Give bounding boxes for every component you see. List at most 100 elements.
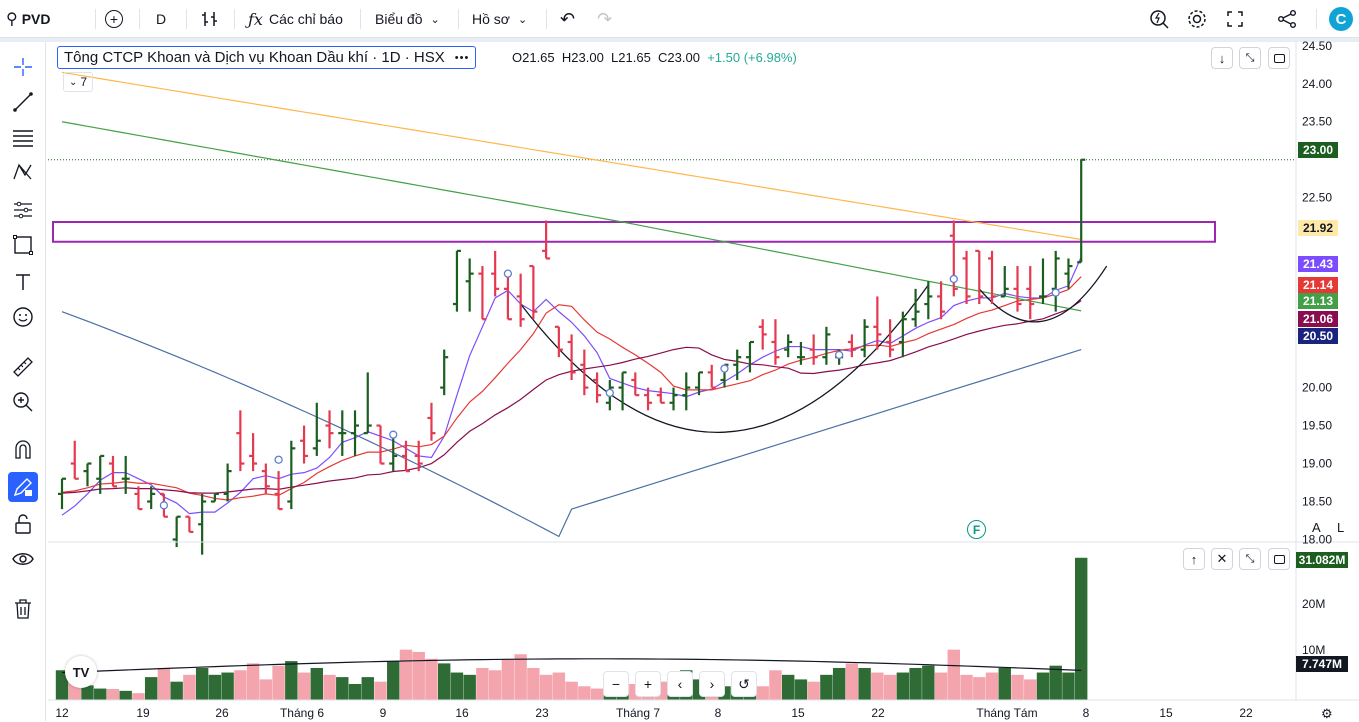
price-tag-label: 21.43 <box>1303 257 1333 271</box>
legend-more-icon[interactable]: ••• <box>454 51 470 64</box>
indicators-collapse-button[interactable]: ⌄ 7 <box>63 72 93 92</box>
auto-scale-button[interactable]: A <box>1312 520 1321 535</box>
keep-drawing-tool[interactable] <box>8 472 38 502</box>
ohlc-bar <box>898 311 907 358</box>
ohlc-bar <box>108 455 117 488</box>
text-tool[interactable] <box>8 267 38 297</box>
settings-button[interactable] <box>1186 0 1208 38</box>
visibility-tool[interactable] <box>8 544 38 574</box>
ohlc-bars-icon <box>202 12 217 26</box>
ohlc-bar <box>554 325 563 358</box>
ohlc-bar <box>644 387 653 411</box>
interval-button[interactable]: D <box>156 0 166 38</box>
fib-tool[interactable] <box>8 122 38 152</box>
open-value: O21.65 <box>512 50 555 65</box>
volume-bar <box>832 667 846 700</box>
financials-marker[interactable]: F <box>967 520 986 539</box>
scroll-right-button[interactable]: › <box>699 671 725 697</box>
symbol-legend[interactable]: Tông CTCP Khoan và Dịch vụ Khoan Dầu khí… <box>57 46 477 69</box>
zoom-out-button[interactable]: − <box>603 671 629 697</box>
time-axis-settings-button[interactable]: ⚙ <box>1321 706 1333 722</box>
measure-tool[interactable] <box>8 352 38 382</box>
collapse-icon: ⤡ <box>1245 552 1255 565</box>
drawing-toolbar <box>0 42 46 721</box>
volume-bar <box>412 651 425 700</box>
log-scale-button[interactable]: L <box>1337 520 1345 535</box>
search-icon: ⚲ <box>6 11 18 28</box>
chart-navigation: − + ‹ › ↺ <box>603 670 775 698</box>
ohlc-bar <box>83 462 92 487</box>
share-button[interactable] <box>1276 0 1298 38</box>
tradingview-logo[interactable]: TV <box>65 656 97 688</box>
trend-line-tool[interactable] <box>8 87 38 117</box>
volume-maximize-button[interactable] <box>1268 548 1290 570</box>
symbol-search[interactable]: ⚲ PVD <box>6 0 51 38</box>
time-tick-label: Tháng 7 <box>616 706 660 720</box>
ohlc-values: O21.65 H23.00 L21.65 C23.00 +1.50 (+6.98… <box>512 50 797 65</box>
ohlc-bar <box>210 492 219 503</box>
ohlc-bar <box>287 440 296 510</box>
ma-line-violet <box>61 256 1082 516</box>
emoji-tool[interactable] <box>8 302 38 332</box>
volume-remove-button[interactable]: ✕ <box>1211 548 1233 570</box>
forecast-tool[interactable] <box>8 195 38 225</box>
volume-bar <box>195 667 209 700</box>
zoom-tool[interactable] <box>8 387 38 417</box>
indicators-button[interactable]: ƒx Các chỉ báo <box>248 0 343 38</box>
volume-tag-label: 31.082M <box>1299 553 1346 567</box>
trend-line-icon <box>13 92 33 112</box>
volume-move-up-button[interactable]: ↑ <box>1183 548 1205 570</box>
magnet-tool[interactable] <box>8 435 38 465</box>
volume-bar <box>883 674 897 700</box>
profile-menu-button[interactable]: Hồ sơ ⌄ <box>472 0 527 38</box>
ohlc-bar <box>70 440 79 480</box>
quick-search-button[interactable] <box>1148 0 1170 38</box>
fullscreen-button[interactable] <box>1225 0 1245 38</box>
undo-button[interactable]: ↶ <box>560 0 575 38</box>
ohlc-bar <box>529 264 538 320</box>
lock-tool[interactable] <box>8 509 38 539</box>
chart-menu-button[interactable]: Biểu đồ ⌄ <box>375 0 440 38</box>
time-tick-label: 16 <box>455 706 469 720</box>
volume-collapse-button[interactable]: ⤡ <box>1239 548 1261 570</box>
ohlc-bar <box>478 266 487 321</box>
crosshair-tool[interactable] <box>8 52 38 82</box>
add-symbol-button[interactable]: + <box>105 0 123 38</box>
pane-maximize-button[interactable] <box>1268 47 1290 69</box>
pane-collapse-button[interactable]: ⤡ <box>1239 47 1261 69</box>
volume-bar <box>1049 665 1062 700</box>
price-tag-label: 20.50 <box>1303 329 1333 343</box>
price-tag-label: 21.13 <box>1303 294 1333 308</box>
zoom-in-button[interactable]: + <box>635 671 661 697</box>
smiley-icon <box>13 307 33 327</box>
volume-tick-label: 10M <box>1302 643 1325 657</box>
delete-drawings-tool[interactable] <box>8 594 38 624</box>
volume-bar <box>934 672 948 700</box>
bar-style-button[interactable] <box>200 0 220 38</box>
scroll-left-button[interactable]: ‹ <box>667 671 693 697</box>
pane-move-down-button[interactable]: ↓ <box>1211 47 1233 69</box>
volume-bar <box>488 670 502 700</box>
app-logo[interactable]: C <box>1329 0 1353 38</box>
reset-chart-button[interactable]: ↺ <box>731 671 757 697</box>
pattern-tool[interactable] <box>8 157 38 187</box>
ohlc-bar <box>376 424 385 465</box>
ma-line-blue <box>61 311 1082 538</box>
volume-bar <box>119 690 132 700</box>
volume-bar <box>476 667 489 700</box>
shapes-tool[interactable] <box>8 230 38 260</box>
rectangle-icon <box>13 235 33 255</box>
volume-bar <box>947 649 960 700</box>
ohlc-bar <box>465 258 474 312</box>
forecast-icon <box>14 201 32 219</box>
ohlc-bar <box>796 342 805 365</box>
volume-bar <box>246 663 260 700</box>
change-value: +1.50 (+6.98%) <box>707 50 797 65</box>
redo-button[interactable]: ↷ <box>597 0 612 38</box>
chart-menu-label: Biểu đồ <box>375 11 423 27</box>
ohlc-bar <box>134 486 143 511</box>
ohlc-bar <box>988 250 997 305</box>
symbol-full-name: Tông CTCP Khoan và Dịch vụ Khoan Dầu khí… <box>64 49 445 66</box>
ohlc-bar <box>924 281 933 320</box>
